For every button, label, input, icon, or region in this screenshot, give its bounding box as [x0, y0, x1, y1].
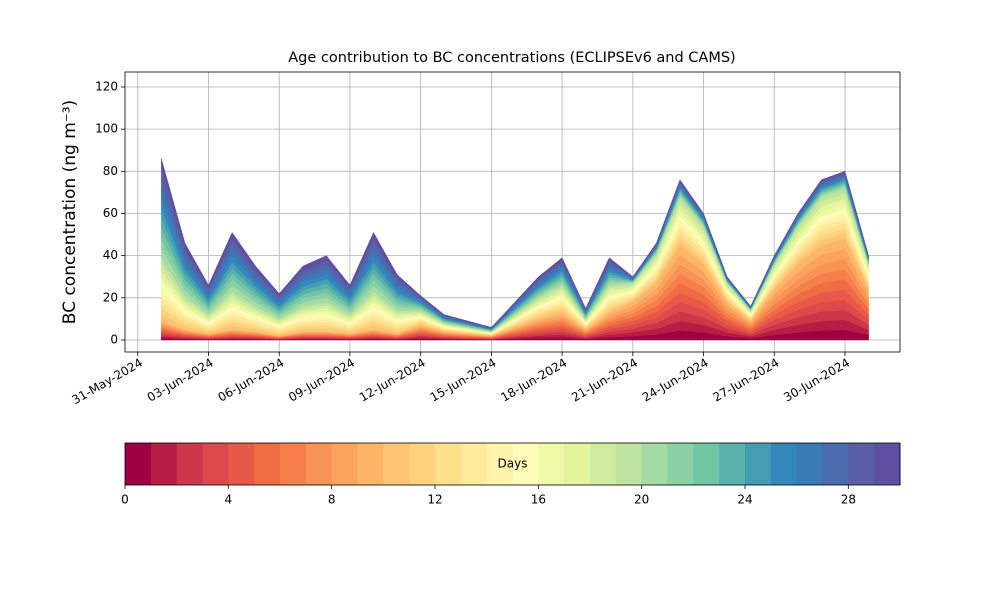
colorbar-swatch	[512, 443, 539, 485]
colorbar-swatch	[409, 443, 436, 485]
colorbar-tick-label: 8	[328, 493, 336, 507]
colorbar-tick-label: 0	[121, 493, 129, 507]
colorbar-tick-label: 28	[841, 493, 856, 507]
colorbar-swatch	[280, 443, 307, 485]
colorbar-swatch	[848, 443, 875, 485]
y-axis-label: BC concentration (ng m⁻³)	[60, 100, 80, 324]
colorbar-swatch	[564, 443, 591, 485]
colorbar-swatch	[538, 443, 565, 485]
colorbar-swatch	[435, 443, 462, 485]
colorbar-swatch	[254, 443, 281, 485]
colorbar-swatch	[719, 443, 746, 485]
colorbar-swatch	[641, 443, 668, 485]
chart-title: Age contribution to BC concentrations (E…	[288, 50, 735, 66]
y-tick-label: 80	[103, 164, 118, 178]
colorbar-swatch	[460, 443, 488, 485]
colorbar-frame	[124, 442, 901, 486]
colorbar-swatch	[357, 443, 384, 485]
y-tick-label: 40	[103, 248, 118, 262]
colorbar-tick-label: 20	[634, 493, 649, 507]
colorbar-swatch	[331, 443, 358, 485]
y-tick-label: 60	[103, 206, 118, 220]
colorbar-swatch	[822, 443, 849, 485]
colorbar-swatch	[693, 443, 720, 485]
colorbar-swatch	[486, 443, 513, 485]
colorbar-swatch	[770, 443, 798, 485]
colorbar-swatch	[667, 443, 694, 485]
colorbar-tick-label: 24	[737, 493, 752, 507]
colorbar-swatch	[176, 443, 203, 485]
colorbar-swatch	[615, 443, 643, 485]
colorbar-tick-label: 12	[427, 493, 442, 507]
y-tick-label: 20	[103, 290, 118, 304]
colorbar-swatch	[305, 443, 333, 485]
colorbar-tick-label: 4	[225, 493, 233, 507]
y-tick-label: 0	[110, 332, 118, 346]
y-tick-label: 120	[95, 79, 118, 93]
y-tick-label: 100	[95, 122, 118, 136]
colorbar-swatch	[228, 443, 255, 485]
area-layer	[161, 158, 869, 329]
colorbar-swatch	[202, 443, 229, 485]
colorbar-swatch	[745, 443, 772, 485]
colorbar-swatch	[150, 443, 178, 485]
colorbar-swatch	[874, 443, 901, 485]
colorbar: Days 0 4 8 12 16 20 24 28	[121, 442, 901, 507]
colorbar-swatch	[796, 443, 823, 485]
colorbar-swatch	[125, 443, 152, 485]
colorbar-label: Days	[498, 457, 528, 471]
plot-frame	[124, 71, 901, 353]
colorbar-swatch	[590, 443, 617, 485]
colorbar-swatch	[383, 443, 410, 485]
colorbar-tick-label: 16	[531, 493, 546, 507]
